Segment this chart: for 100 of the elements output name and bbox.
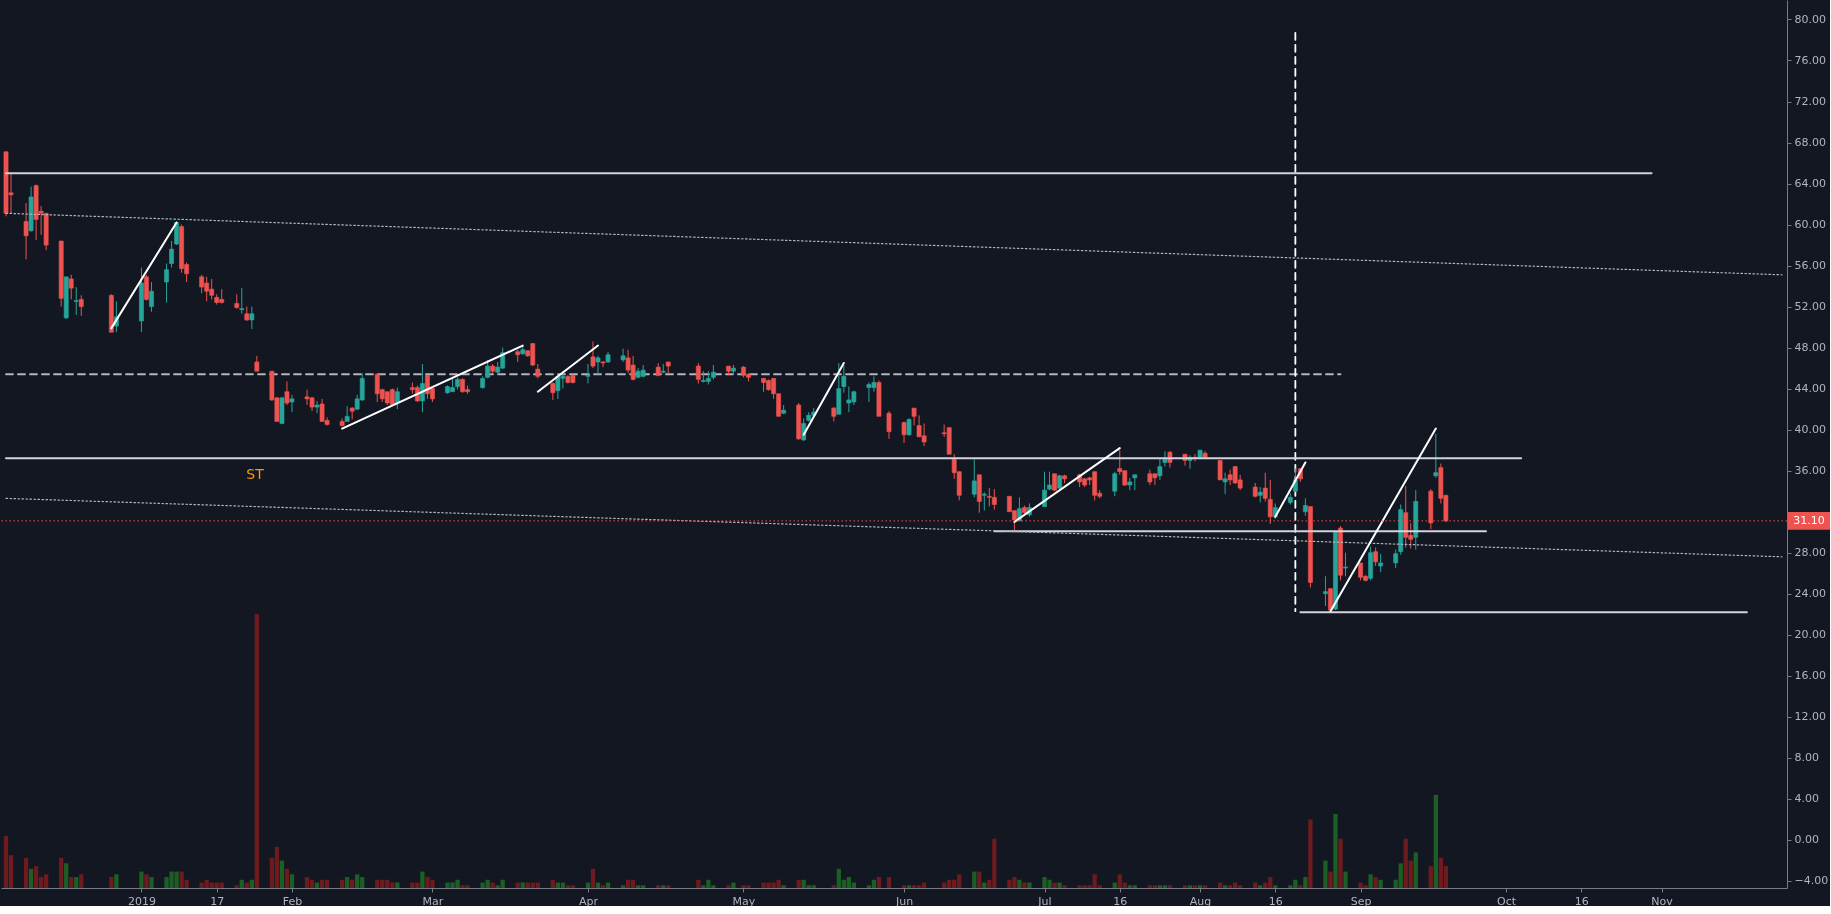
y-tick-label: 60.00 — [1794, 218, 1826, 232]
y-tick-label: 12.00 — [1794, 710, 1826, 724]
y-tick-label: −4.00 — [1794, 874, 1829, 888]
bar — [1338, 838, 1343, 888]
bar — [274, 846, 280, 888]
candlestick — [600, 360, 606, 368]
candlestick — [1433, 433, 1439, 479]
bar — [355, 874, 360, 888]
bar — [635, 885, 641, 888]
bar — [1057, 882, 1062, 888]
bar — [28, 868, 34, 888]
bar — [144, 874, 149, 888]
candlestick — [199, 274, 205, 294]
bar — [1187, 885, 1193, 888]
x-tick-label: 16 — [1574, 894, 1589, 908]
y-tick-label: 28.00 — [1794, 546, 1826, 560]
bar — [1273, 885, 1278, 888]
bar — [254, 614, 259, 888]
candlestick — [695, 362, 701, 384]
bar — [1373, 877, 1378, 888]
bar — [696, 879, 701, 888]
bar — [69, 877, 74, 888]
x-tick-label: Jul — [1037, 894, 1052, 908]
y-tick-label: 36.00 — [1794, 464, 1826, 478]
bar — [319, 879, 325, 888]
candlestick — [901, 420, 907, 444]
bar — [1323, 860, 1328, 888]
bar — [420, 871, 425, 888]
bar — [324, 879, 330, 888]
bar — [23, 857, 29, 888]
candlestick — [981, 491, 987, 512]
candlestick — [169, 240, 174, 269]
bar — [1298, 885, 1303, 888]
bar — [666, 885, 671, 888]
candlestick — [585, 363, 591, 384]
candlestick — [149, 281, 154, 313]
bar — [1027, 882, 1032, 888]
bar — [1147, 885, 1153, 888]
bar — [139, 871, 144, 888]
candlestick — [239, 287, 245, 315]
y-tick-label: 52.00 — [1794, 300, 1826, 314]
bar — [1167, 885, 1173, 888]
x-tick-label: Feb — [282, 894, 303, 908]
y-tick-label: 68.00 — [1794, 136, 1826, 150]
bar — [656, 885, 661, 888]
candlestick — [1222, 472, 1228, 495]
series-label: ST — [246, 466, 265, 483]
bar — [871, 879, 877, 888]
bar — [901, 885, 907, 888]
bar — [1333, 814, 1338, 888]
bar — [731, 882, 736, 888]
candlestick — [249, 306, 255, 330]
bar — [1132, 885, 1137, 888]
bar — [1062, 885, 1067, 888]
bar — [876, 877, 882, 888]
bar — [1303, 877, 1308, 888]
x-tick-label: Aug — [1189, 894, 1212, 908]
bar — [64, 863, 69, 888]
y-tick-label: 76.00 — [1794, 54, 1826, 67]
x-tick-label: Apr — [578, 894, 599, 908]
candlestick — [1262, 472, 1268, 502]
bar — [796, 879, 801, 888]
bar — [570, 885, 576, 888]
bar — [304, 877, 310, 888]
bar — [59, 857, 64, 888]
x-tick-label: 17 — [210, 894, 225, 908]
bar — [1398, 863, 1403, 888]
candlestick — [1323, 575, 1328, 607]
candlestick — [339, 417, 345, 428]
bar — [43, 874, 49, 888]
bar — [1328, 871, 1333, 888]
bar — [149, 877, 154, 888]
bar — [630, 879, 636, 888]
candlestick — [284, 380, 290, 406]
y-tick-label: 64.00 — [1794, 177, 1826, 191]
bar — [284, 868, 290, 888]
bar — [345, 877, 350, 888]
candlestick — [394, 387, 400, 410]
candlestick — [886, 410, 892, 440]
bar — [972, 871, 977, 888]
x-tick-label: Oct — [1497, 894, 1517, 908]
candlestick — [78, 294, 84, 317]
bar — [886, 877, 892, 888]
x-tick-label: Sep — [1350, 894, 1372, 908]
x-tick-label: 2019 — [127, 894, 156, 908]
x-tick-label: 16 — [1113, 894, 1128, 908]
bar — [1052, 882, 1057, 888]
candlestick — [971, 458, 977, 498]
x-tick-label: Jun — [894, 894, 914, 908]
candlestick — [73, 286, 79, 316]
bar — [811, 885, 816, 888]
bar — [911, 885, 917, 888]
ref-line-label: 31.10 — [1793, 513, 1825, 527]
bar — [350, 879, 355, 888]
bar — [916, 885, 922, 888]
bar — [109, 877, 114, 888]
bar — [831, 885, 836, 888]
candlestick — [1217, 459, 1223, 481]
bar — [1162, 885, 1168, 888]
bar — [33, 866, 39, 888]
